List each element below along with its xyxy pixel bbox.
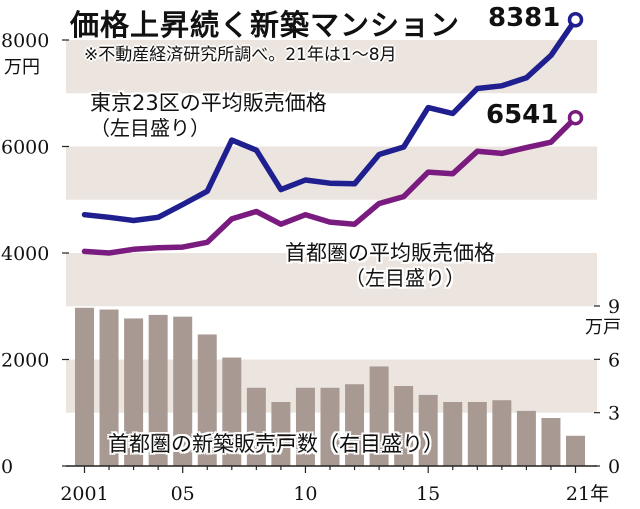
bar-2005 <box>173 316 193 466</box>
bar-2011 <box>320 387 340 466</box>
tokyo-series-label: 東京23区の平均販売価格 （左目盛り） <box>90 90 327 141</box>
bar-2015 <box>418 394 438 466</box>
shuto-series-name: 首都圏の平均販売価格 <box>285 241 495 265</box>
tokyo-series-axis-note: （左目盛り） <box>90 116 210 141</box>
bar-2009 <box>271 402 291 466</box>
bar-2004 <box>148 314 168 466</box>
bar-2014 <box>394 386 414 466</box>
bar-2003 <box>124 318 144 466</box>
right-tick-label: 0 <box>608 456 620 478</box>
bar-2021 <box>566 435 585 466</box>
bar-2012 <box>345 384 365 466</box>
x-tick-label: 2001 <box>60 483 108 505</box>
chart-subtitle: ※不動産経済研究所調べ。21年は1〜8月 <box>84 45 397 65</box>
x-tick-label: 15 <box>416 483 440 505</box>
chart-title: 価格上昇続く新築マンション <box>70 8 461 42</box>
bar-2020 <box>541 418 561 466</box>
bar-2019 <box>516 410 536 466</box>
bar-2008 <box>246 387 266 466</box>
bar-2007 <box>222 357 242 466</box>
tokyo-series-name: 東京23区の平均販売価格 <box>90 91 327 115</box>
left-tick-label: 0 <box>1 456 13 478</box>
left-tick-label: 2000 <box>1 350 49 372</box>
bar-2010 <box>295 387 315 466</box>
tokyo-end-value: 8381 <box>488 3 561 33</box>
bar-2001 <box>75 307 94 466</box>
bar-2013 <box>369 366 389 466</box>
grid-band-2 <box>66 253 597 307</box>
x-tick-label: 21年 <box>566 483 609 505</box>
shuto-end-value: 6541 <box>486 100 559 130</box>
right-tick-label: 6 <box>608 349 620 371</box>
right-tick-label: 9 <box>608 296 620 318</box>
grid-band-1 <box>66 146 597 200</box>
bar-2006 <box>197 334 217 466</box>
x-tick-label: 10 <box>293 483 317 505</box>
bar-2018 <box>492 400 512 466</box>
bar-2002 <box>99 309 119 466</box>
x-tick-label: 05 <box>171 483 195 505</box>
right-tick-label: 3 <box>608 403 620 425</box>
right-axis-unit: 万戸 <box>585 317 621 338</box>
bars-series-label: 首都圏の新築販売戸数（右目盛り） <box>108 432 444 456</box>
left-tick-label: 6000 <box>1 137 49 159</box>
left-axis-unit: 万円 <box>4 57 40 78</box>
tokyo-end-marker <box>567 11 584 28</box>
left-tick-label: 8000 <box>1 30 49 52</box>
shuto-end-marker <box>567 109 584 126</box>
shuto-series-label: 首都圏の平均販売価格 （左目盛り） <box>285 240 495 291</box>
bar-2016 <box>443 402 463 466</box>
shuto-series-axis-note: （左目盛り） <box>345 266 465 291</box>
bar-2017 <box>467 402 487 466</box>
left-tick-label: 4000 <box>1 243 49 265</box>
